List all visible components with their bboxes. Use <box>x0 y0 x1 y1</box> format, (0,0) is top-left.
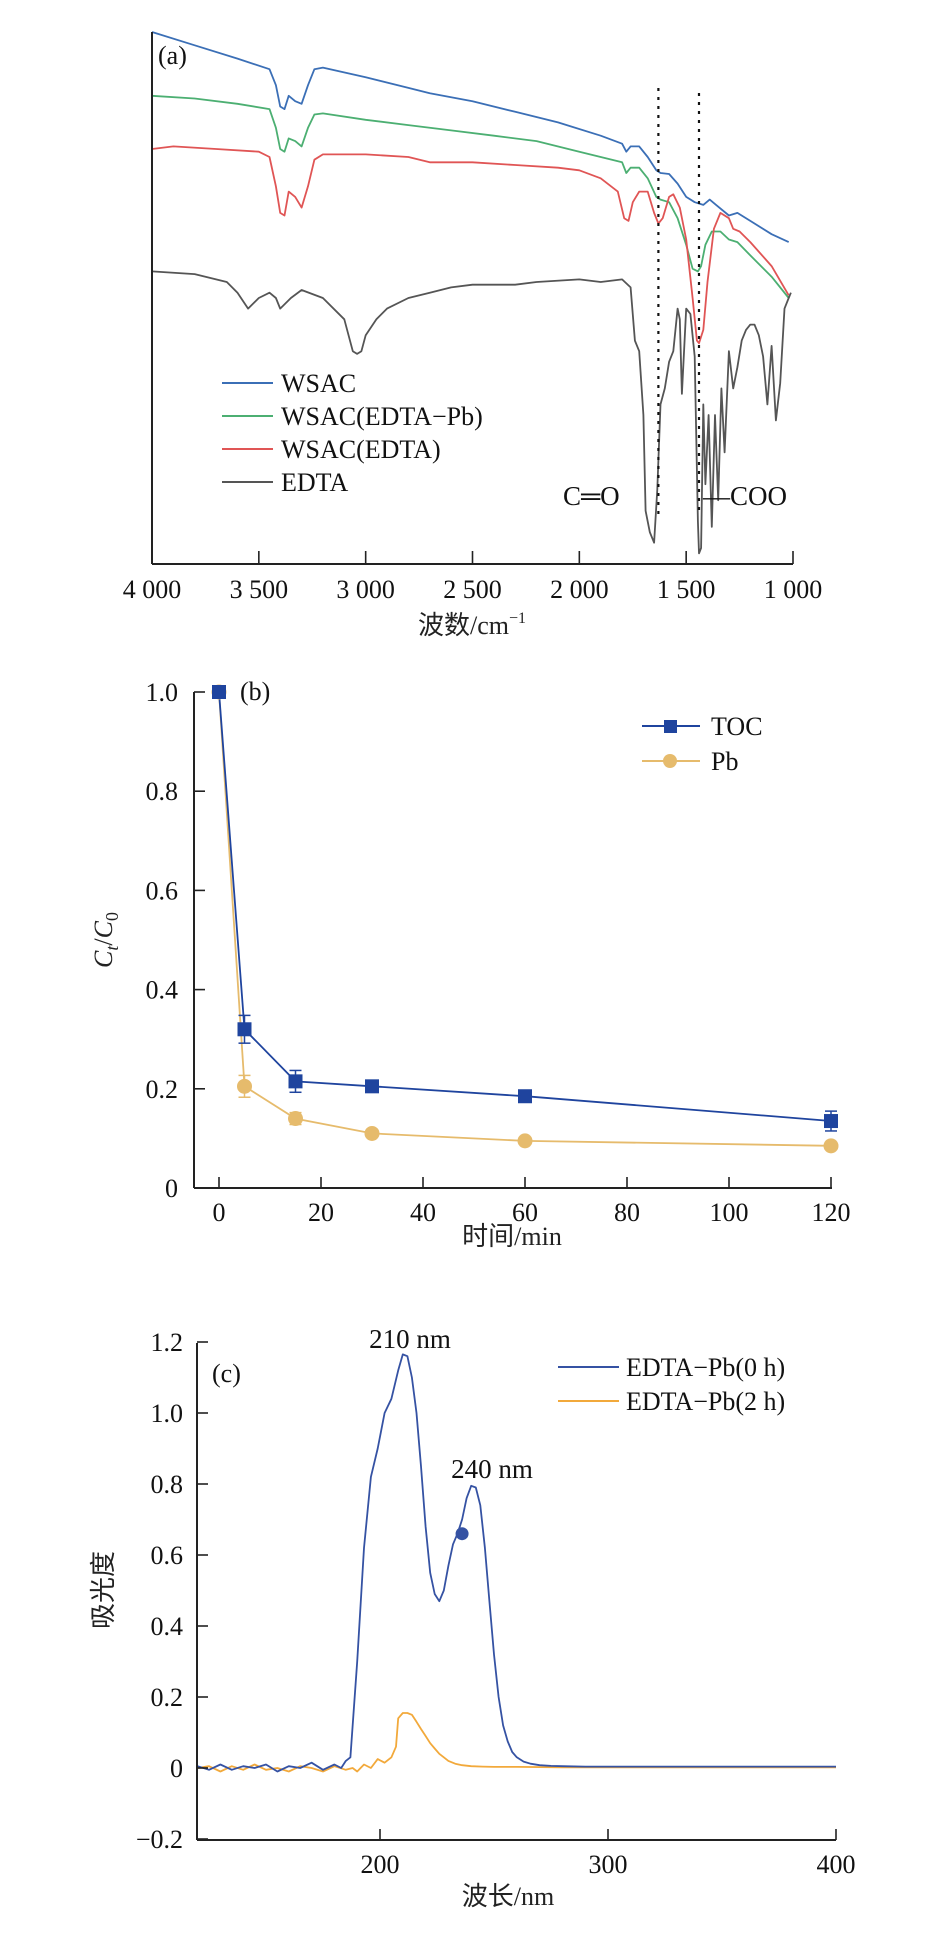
legend-label: Pb <box>711 747 738 776</box>
x-axis-title: 波长/nm <box>462 1882 554 1911</box>
x-tick-label: 3 500 <box>230 575 289 604</box>
x-tick-label: 3 000 <box>336 575 395 604</box>
series-line-3 <box>151 145 790 345</box>
legend-marker-square <box>664 720 677 733</box>
x-tick-label: 100 <box>710 1198 749 1227</box>
chart-panel-c: 200 300 400 −0.2 0 0.2 0.4 0.6 0.8 1.0 1.2 (c) 波长/… <box>89 1324 856 1911</box>
series-line-1 <box>151 31 790 243</box>
legend-label: WSAC(EDTA−Pb) <box>281 402 483 431</box>
data-point-pb <box>237 1078 252 1094</box>
y-tick-label: 1.2 <box>151 1328 184 1357</box>
series-line-2 <box>151 94 790 299</box>
data-point-pb <box>823 1138 839 1154</box>
x-tick-label: 300 <box>589 1850 628 1879</box>
y-tick-label: 0.2 <box>151 1683 184 1712</box>
annotation-210nm: 210 nm <box>369 1324 451 1354</box>
y-axis-title: 吸光度 <box>89 1551 118 1629</box>
series-line-pb <box>218 691 832 1147</box>
y-label-c2: C <box>89 920 118 938</box>
data-point-toc <box>518 1089 532 1104</box>
y-tick-label: 0.6 <box>151 1541 184 1570</box>
series-group <box>211 684 839 1154</box>
x-tick-label: 1 000 <box>764 575 823 604</box>
x-tick-label: 4 000 <box>123 575 182 604</box>
y-axis-title: Ct/C0 <box>89 912 122 968</box>
y-label-sub-0: 0 <box>102 912 122 921</box>
x-tick-label: 60 <box>512 1198 538 1227</box>
series-line <box>197 1353 836 1773</box>
legend: TOC Pb <box>642 712 763 776</box>
x-tick-label: 20 <box>308 1198 334 1227</box>
x-tick-label: 80 <box>614 1198 640 1227</box>
reference-lines <box>657 88 701 516</box>
y-tick-label: 0 <box>170 1754 183 1783</box>
data-point-toc <box>212 685 226 699</box>
x-axis-title: 时间/min <box>462 1222 562 1251</box>
x-tick-label: 400 <box>817 1850 856 1879</box>
x-tick-label: 120 <box>812 1198 851 1227</box>
y-tick-label: 0.4 <box>151 1612 184 1641</box>
x-tick-label: 1 500 <box>657 575 716 604</box>
axis-ticks: 200 300 400 −0.2 0 0.2 0.4 0.6 0.8 1.0 1.2 <box>136 1328 856 1879</box>
annotation-coo: —COO <box>702 481 787 511</box>
data-point-toc <box>237 1022 252 1037</box>
y-tick-label: 0.6 <box>146 876 179 905</box>
legend: WSAC WSAC(EDTA−Pb) WSAC(EDTA) EDTA <box>222 369 483 497</box>
y-tick-label: 0 <box>165 1174 178 1203</box>
x-ticks: 4 000 3 500 3 000 2 500 2 000 1 500 1 000 <box>123 551 823 604</box>
highlight-point <box>455 1527 469 1541</box>
y-label-c: C <box>89 950 118 968</box>
y-tick-label: 1.0 <box>146 678 179 707</box>
x-tick-label: 200 <box>361 1850 400 1879</box>
legend-label: TOC <box>711 712 763 741</box>
legend-marker-circle <box>663 754 677 768</box>
panel-label: (c) <box>212 1359 241 1388</box>
y-label-slash: / <box>89 938 118 946</box>
legend: EDTA−Pb(0 h) EDTA−Pb(2 h) <box>558 1353 785 1416</box>
series-line-toc <box>218 691 832 1122</box>
data-point-pb <box>517 1133 533 1149</box>
chart-panel-b: 0 20 40 60 80 100 120 0 0.2 0.4 0.6 0.8 1.0 (b) 时间/m… <box>89 677 851 1251</box>
x-tick-label: 2 000 <box>550 575 609 604</box>
y-tick-label: 0.2 <box>146 1075 179 1104</box>
annotation-240nm: 240 nm <box>451 1454 533 1484</box>
axis-ticks: 0 20 40 60 80 100 120 0 0.2 0.4 0.6 0.8 1.0 <box>146 678 851 1227</box>
y-label-sub-t: t <box>102 945 122 951</box>
legend-label: WSAC(EDTA) <box>281 435 441 464</box>
data-point-pb <box>364 1125 380 1141</box>
panel-label: (a) <box>158 41 187 70</box>
series-group <box>197 1353 836 1773</box>
y-tick-label: 1.0 <box>151 1399 184 1428</box>
legend-label: EDTA <box>281 468 348 497</box>
x-axis-title: 波数/cm−1 <box>418 610 526 640</box>
data-point-toc <box>365 1079 379 1094</box>
x-tick-label: 40 <box>410 1198 436 1227</box>
y-tick-label: −0.2 <box>136 1825 183 1854</box>
legend-label: WSAC <box>281 369 356 398</box>
y-tick-label: 0.4 <box>146 976 179 1005</box>
x-tick-label: 2 500 <box>443 575 502 604</box>
y-tick-label: 0.8 <box>146 777 179 806</box>
data-point-toc <box>824 1114 838 1129</box>
data-point-toc <box>288 1074 303 1089</box>
y-tick-label: 0.8 <box>151 1470 184 1499</box>
x-title-main: 波数/cm <box>418 611 509 640</box>
legend-label: EDTA−Pb(0 h) <box>626 1353 785 1382</box>
series-line <box>197 1712 836 1773</box>
legend-label: EDTA−Pb(2 h) <box>626 1387 785 1416</box>
annotation-c-o: C═O <box>563 481 620 511</box>
panel-label: (b) <box>240 677 270 706</box>
series-group <box>151 31 792 555</box>
series-line-4 <box>151 270 792 555</box>
x-title-superscript: −1 <box>509 610 526 627</box>
chart-panel-a: 4 000 3 500 3 000 2 500 2 000 1 500 1 000 (a) … <box>123 31 823 640</box>
data-point-pb <box>288 1111 303 1127</box>
x-tick-label: 0 <box>213 1198 226 1227</box>
